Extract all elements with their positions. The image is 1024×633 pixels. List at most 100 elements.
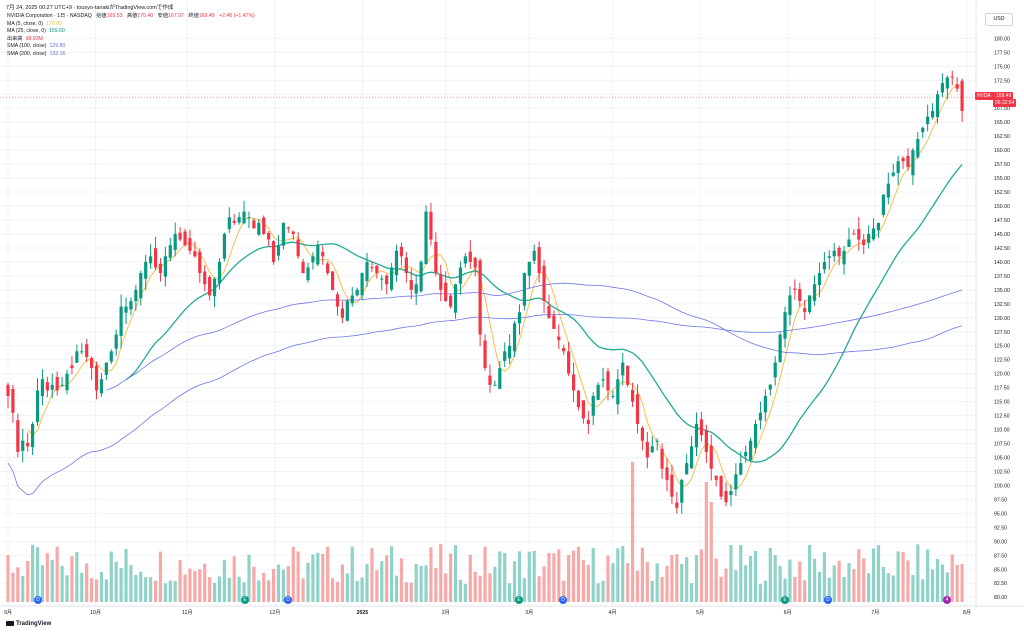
candle-body (955, 84, 959, 89)
volume-bar (286, 566, 290, 602)
candle-body (503, 351, 507, 361)
volume-bar (75, 552, 79, 602)
candle-body (340, 308, 345, 318)
candle-body (183, 231, 187, 246)
legend-symbol-row[interactable]: NVIDIA Corporation · 1日 · NASDAQ 始値169.5… (7, 13, 255, 21)
candle-body (817, 273, 822, 286)
tradingview-logo[interactable]: TradingView (6, 621, 51, 627)
volume-bar (453, 545, 458, 602)
volume-bar (360, 577, 364, 602)
volume-bar (689, 583, 694, 602)
candle-body (444, 282, 448, 302)
volume-bar (390, 546, 394, 602)
volume-bar (468, 554, 472, 602)
legend-row[interactable]: SMA (200, close) 133.16 (7, 51, 255, 59)
candle-body (911, 150, 915, 176)
volume-bar (153, 580, 158, 602)
legend-row[interactable]: MA (25, close, 0) 159.60 (7, 28, 255, 36)
legend-row[interactable]: MA (5, close, 0) 170.00 (7, 21, 255, 29)
volume-bar (852, 569, 856, 602)
candle-body (930, 111, 935, 118)
candle-body (758, 412, 763, 421)
candle-body (94, 365, 99, 391)
candle-body (409, 279, 413, 290)
volume-bar (532, 551, 536, 602)
candle-body (271, 241, 276, 262)
candle-body (232, 220, 236, 223)
candle-body (55, 376, 59, 391)
candle-body (217, 261, 222, 284)
candle-body (30, 423, 35, 448)
candle-body (512, 323, 517, 352)
volume-bar (670, 554, 674, 602)
close-value: 169.49 (198, 13, 215, 19)
event-marker[interactable]: E (515, 596, 523, 604)
candle-body (360, 273, 364, 296)
currency-button[interactable]: USD (985, 13, 1013, 26)
price-tick-label: 137.50 (994, 274, 1010, 280)
candle-body (808, 295, 812, 312)
candle-body (222, 233, 226, 259)
legend-row[interactable]: 出来高 98.93M (7, 36, 255, 44)
volume-bar (80, 572, 84, 602)
price-tick-label: 80.00 (994, 595, 1007, 601)
candle-body (847, 239, 851, 248)
legend: NVIDIA Corporation · 1日 · NASDAQ 始値169.5… (7, 13, 255, 58)
legend-row[interactable]: SMA (100, close) 129.80 (7, 43, 255, 51)
volume-bar (404, 582, 408, 602)
volume-bar (276, 564, 281, 602)
candle-body (871, 228, 876, 240)
volume-bar (621, 546, 625, 602)
chart-header: 7月 24, 2025 00:27 UTC+9 · tousyo-tanakiが… (6, 5, 174, 11)
volume-bar (881, 567, 885, 602)
volume-bar (247, 554, 251, 602)
candle-body (463, 256, 467, 264)
price-tick-label: 165.00 (994, 120, 1010, 126)
candle-body (114, 334, 118, 349)
volume-bar (498, 551, 502, 602)
candle-body (660, 448, 664, 469)
candle-body (763, 396, 767, 413)
candle-body (581, 400, 585, 419)
volume-bar (508, 583, 512, 602)
volume-bar (193, 570, 197, 602)
price-tick-label: 162.50 (994, 134, 1010, 140)
volume-bar (847, 563, 851, 602)
candle-body (330, 271, 335, 290)
volume-bar (616, 548, 620, 602)
price-tick-label: 152.50 (994, 190, 1010, 196)
price-tick-label: 135.00 (994, 288, 1010, 294)
volume-bar (876, 545, 881, 602)
volume-bar (803, 580, 807, 602)
event-marker[interactable]: D (34, 596, 42, 604)
event-marker[interactable]: 4 (943, 596, 951, 604)
candle-body (473, 257, 477, 268)
candle-body (567, 351, 571, 374)
volume-bar (611, 563, 615, 602)
volume-bar (281, 569, 286, 602)
volume-bar (562, 580, 566, 602)
event-marker[interactable]: D (284, 596, 292, 604)
volume-bar (178, 560, 182, 602)
candle-body (635, 394, 640, 424)
volume-bar (242, 582, 246, 602)
candle-body (335, 294, 340, 307)
candle-body (778, 334, 782, 363)
volume-bar (271, 568, 276, 602)
event-marker[interactable]: D (824, 596, 832, 604)
event-marker[interactable]: D (559, 596, 567, 604)
volume-bar (945, 572, 949, 602)
price-tick-label: 132.50 (994, 302, 1010, 308)
event-marker[interactable]: E (241, 596, 249, 604)
candle-body (281, 222, 286, 246)
time-axis[interactable]: 9月 10月 11月 12月 2025 2月 3月 4月 5月 6月 7月 8月 (0, 605, 1024, 616)
price-tick-label: 95.00 (994, 511, 1007, 517)
volume-bar (473, 571, 477, 602)
candle-body (35, 390, 40, 422)
candle-body (321, 252, 325, 257)
volume-bar (168, 580, 172, 602)
change-value: +2.46 (+1.47%) (219, 13, 255, 19)
volume-bar (488, 573, 492, 602)
event-marker[interactable]: E (781, 596, 789, 604)
